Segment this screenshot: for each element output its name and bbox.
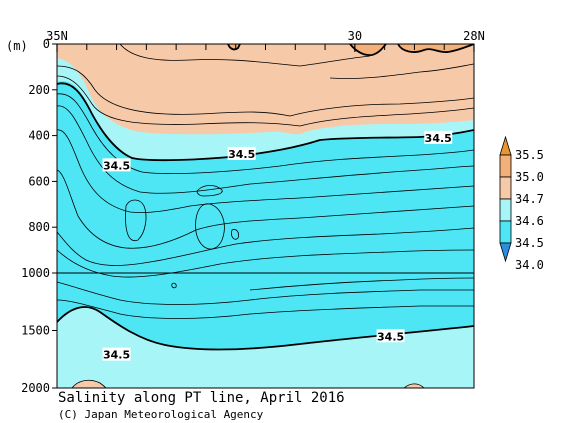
- colorbar-level-label: 34.0: [515, 258, 544, 272]
- colorbar-level-label: 34.7: [515, 192, 544, 206]
- contour-label-background: [376, 329, 405, 343]
- x-tick-label: 35N: [46, 29, 68, 43]
- contour-label-background: [227, 146, 256, 160]
- contour-line: [119, 44, 371, 67]
- contour-line: [57, 299, 474, 319]
- fill-surface-34-7-band: [57, 44, 474, 135]
- contour-label-text: 34.5: [103, 159, 130, 172]
- y-unit-label: (m): [6, 39, 28, 53]
- contour-label: 34.5: [227, 146, 256, 161]
- x-axis: 35N 30 28N: [46, 29, 485, 52]
- contour-line: [125, 199, 147, 242]
- chart-credit: (C) Japan Meteorological Agency: [58, 408, 264, 421]
- contour-label: 34.5: [424, 130, 453, 145]
- x-tick-label: 30: [348, 29, 362, 43]
- contour-label-text: 34.5: [228, 148, 255, 161]
- contour-line: [196, 185, 223, 197]
- colorbar-band: [499, 220, 512, 244]
- chart-title: Salinity along PT line, April 2016: [58, 390, 345, 406]
- contour-line-bold-34-5-deep: [57, 306, 474, 351]
- colorbar-level-label: 35.0: [515, 170, 544, 184]
- y-axis: 0 200 400 600 800 1000 1500 2000: [21, 37, 57, 395]
- salinity-fill-layer: [57, 44, 474, 388]
- contour-line: [403, 383, 425, 388]
- contour-label-background: [102, 158, 131, 172]
- y-tick-label: 2000: [21, 381, 50, 395]
- colorbar-band: [499, 154, 512, 178]
- contour-line: [57, 105, 474, 194]
- contour-line: [57, 227, 474, 266]
- contour-line-bold: [397, 44, 474, 53]
- contour-line: [57, 249, 474, 278]
- y-tick-label: 0: [43, 37, 50, 51]
- contour-line: [57, 281, 474, 305]
- contour-line: [249, 277, 474, 291]
- colorbar-level-label: 34.5: [515, 236, 544, 250]
- colorbar-arrow-high: [499, 135, 512, 156]
- contour-label-text: 34.5: [425, 132, 452, 145]
- contour-label-background: [102, 347, 131, 361]
- y-tick-label: 1000: [21, 266, 50, 280]
- contour-line: [195, 203, 225, 250]
- contour-label: 34.5: [102, 347, 131, 362]
- y-tick-label: 600: [28, 174, 50, 188]
- colorbar-level-label: 34.6: [515, 214, 544, 228]
- colorbar: 35.5 35.0 34.7 34.6 34.5 34.0: [499, 135, 544, 272]
- contour-label-layer: 34.5 34.5 34.5 34.5 34.5: [102, 130, 453, 362]
- colorbar-level-label: 35.5: [515, 148, 544, 162]
- contour-line: [57, 129, 474, 213]
- y-tick-label: 1500: [21, 324, 50, 338]
- y-tick-label: 800: [28, 220, 50, 234]
- contour-label-background: [424, 130, 453, 144]
- colorbar-arrow-low: [499, 242, 512, 263]
- colorbar-band: [499, 198, 512, 222]
- contour-label: 34.5: [102, 158, 131, 172]
- contour-label-text: 34.5: [103, 349, 130, 362]
- contour-line: [57, 93, 474, 174]
- contour-lines: [57, 44, 474, 388]
- y-tick-label: 400: [28, 129, 50, 143]
- contour-line: [231, 229, 239, 240]
- contour-label-text: 34.5: [377, 330, 404, 343]
- colorbar-band: [499, 176, 512, 200]
- contour-line: [171, 282, 177, 289]
- contour-line: [329, 63, 474, 79]
- contour-label: 34.5: [376, 329, 405, 343]
- contour-line: [57, 75, 474, 127]
- y-tick-label: 200: [28, 83, 50, 97]
- x-tick-label: 28N: [463, 29, 485, 43]
- contour-line-bold: [227, 44, 241, 51]
- contour-line: [57, 65, 474, 117]
- contour-line: [71, 379, 107, 388]
